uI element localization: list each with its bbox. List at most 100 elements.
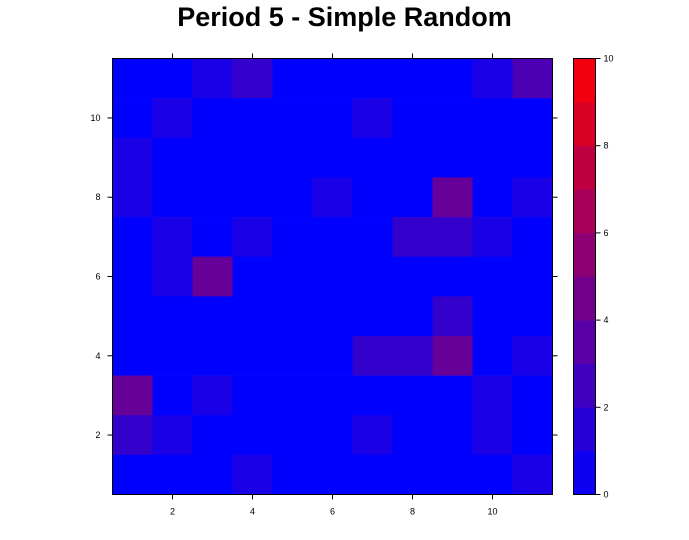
heatmap-cell — [232, 256, 273, 297]
heatmap-cell — [312, 217, 353, 257]
heatmap-cell — [392, 256, 433, 297]
heatmap-cell — [272, 98, 313, 139]
heatmap-cell — [432, 415, 473, 456]
heatmap-cell — [192, 296, 233, 337]
heatmap-cell — [232, 98, 273, 139]
heatmap-cell — [432, 454, 473, 495]
heatmap-cell — [512, 58, 553, 99]
heatmap-cell — [392, 335, 433, 376]
heatmap-cell — [432, 296, 473, 337]
chart-title: Period 5 - Simple Random — [177, 2, 512, 32]
colorbar-swatch — [573, 450, 596, 495]
heatmap-cell — [192, 454, 233, 495]
heatmap-cell — [312, 256, 353, 297]
x-tick-label: 6 — [330, 507, 335, 517]
heatmap-cell — [352, 98, 393, 139]
axis-ticks: 2 4 6 8 10 2 4 6 8 10 — [90, 53, 558, 517]
heatmap-cell — [432, 177, 473, 218]
heatmap-cell — [392, 177, 433, 218]
heatmap-cell — [472, 256, 513, 297]
heatmap-cell — [472, 296, 513, 337]
heatmap-cell — [512, 296, 553, 337]
heatmap-cell — [432, 217, 473, 257]
heatmap-cell — [352, 217, 393, 257]
heatmap-cell — [312, 454, 353, 495]
heatmap-cell — [312, 415, 353, 456]
heatmap-cell — [232, 454, 273, 495]
heatmap-cell — [432, 335, 473, 376]
y-tick-label: 2 — [95, 430, 100, 440]
heatmap-cell — [392, 415, 433, 456]
heatmap-cell — [272, 137, 313, 178]
heatmap-cell — [392, 137, 433, 178]
colorbar-tick-label: 0 — [604, 490, 609, 500]
heatmap-cell — [312, 296, 353, 337]
heatmap-cell — [352, 177, 393, 218]
heatmap-cell — [272, 58, 313, 99]
x-tick-label: 10 — [487, 507, 497, 517]
heatmap-cell — [192, 415, 233, 456]
heatmap-cell — [272, 177, 313, 218]
colorbar-swatch — [573, 145, 596, 190]
heatmap-cell — [272, 335, 313, 376]
heatmap-cell — [512, 415, 553, 456]
y-tick-label: 8 — [95, 192, 100, 202]
heatmap-cell — [152, 137, 193, 178]
heatmap-cell — [112, 256, 153, 297]
heatmap-cell — [192, 335, 233, 376]
heatmap-cell — [112, 454, 153, 495]
heatmap-cell — [392, 98, 433, 139]
heatmap-cell — [472, 217, 513, 257]
heatmap-cell — [472, 137, 513, 178]
heatmap-cell — [312, 335, 353, 376]
heatmap-cell — [112, 177, 153, 218]
heatmap-cell — [192, 137, 233, 178]
heatmap-cell — [112, 58, 153, 99]
heatmap-cell — [512, 256, 553, 297]
heatmap-cell — [352, 58, 393, 99]
heatmap-cell — [272, 375, 313, 416]
heatmap-cell — [512, 177, 553, 218]
colorbar-swatch — [573, 320, 596, 364]
colorbar-tick-label: 4 — [604, 315, 609, 325]
colorbar-swatch — [573, 407, 596, 452]
heatmap-cell — [432, 137, 473, 178]
heatmap-cell — [152, 177, 193, 218]
heatmap-cell — [112, 98, 153, 139]
heatmap-cell — [152, 217, 193, 257]
x-tick-label: 8 — [410, 507, 415, 517]
heatmap-cell — [472, 375, 513, 416]
heatmap-cell — [472, 98, 513, 139]
heatmap-cell — [152, 256, 193, 297]
heatmap-cell — [152, 58, 193, 99]
heatmap-cell — [432, 58, 473, 99]
heatmap-cell — [112, 415, 153, 456]
heatmap-cell — [192, 177, 233, 218]
heatmap-cell — [392, 375, 433, 416]
heatmap-cell — [152, 98, 193, 139]
heatmap-cell — [152, 415, 193, 456]
heatmap-cell — [512, 335, 553, 376]
heatmap-cell — [512, 217, 553, 257]
heatmap-cell — [472, 335, 513, 376]
heatmap-cell — [432, 98, 473, 139]
heatmap-cell — [152, 375, 193, 416]
heatmap-cell — [432, 375, 473, 416]
colorbar-tick-label: 2 — [604, 402, 609, 412]
heatmap-cell — [192, 256, 233, 297]
heatmap-cell — [272, 217, 313, 257]
heatmap-cell — [472, 177, 513, 218]
heatmap-cell — [352, 375, 393, 416]
heatmap-cell — [272, 415, 313, 456]
heatmap-cell — [312, 375, 353, 416]
colorbar-swatch — [573, 232, 596, 277]
heatmap-cell — [272, 256, 313, 297]
colorbar-swatch — [573, 102, 596, 146]
heatmap-cell — [512, 375, 553, 416]
heatmap-cell — [112, 296, 153, 337]
heatmap-cell — [232, 415, 273, 456]
heatmap-cell — [352, 137, 393, 178]
colorbar-ticks: 0 2 4 6 8 10 — [595, 54, 614, 500]
y-tick-label: 10 — [90, 113, 100, 123]
